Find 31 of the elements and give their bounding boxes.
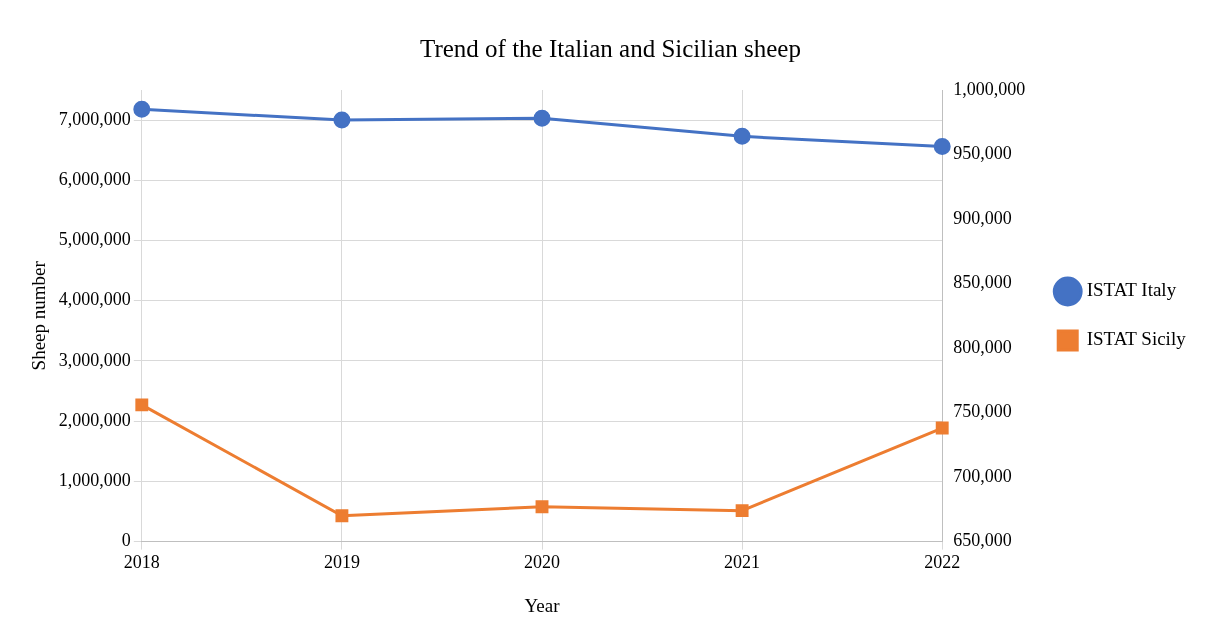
point (535, 500, 549, 514)
x-axis-title: Year (524, 594, 561, 616)
y-tick-label: 3,000,000 (58, 349, 131, 370)
point (335, 509, 349, 523)
y2-tick-label: 950,000 (953, 143, 1012, 164)
y2-tick-label: 900,000 (953, 207, 1012, 228)
x-tick-label: 2018 (123, 552, 160, 573)
x-tick-label: 2022 (924, 552, 961, 573)
legend-label: ISTAT Italy (1086, 279, 1177, 301)
y-tick-label: 0 (121, 530, 131, 551)
point (935, 421, 949, 435)
x-tick-label: 2019 (323, 552, 360, 573)
y2-tick-label: 850,000 (953, 272, 1012, 293)
y2-tick-label: 750,000 (953, 401, 1012, 422)
y2-tick-label: 1,000,000 (953, 78, 1026, 99)
y-tick-label: 7,000,000 (58, 108, 131, 129)
x-tick-label: 2020 (524, 552, 561, 573)
y-tick-label: 1,000,000 (58, 470, 131, 491)
y2-tick-label: 800,000 (953, 336, 1012, 357)
y2-tick-label: 650,000 (953, 530, 1012, 551)
y-tick-label: 6,000,000 (58, 169, 131, 190)
y-tick-label: 4,000,000 (58, 289, 131, 310)
x-tick-label: 2021 (724, 552, 761, 573)
point (735, 504, 749, 518)
y-tick-label: 5,000,000 (58, 229, 131, 250)
y2-tick-label: 700,000 (953, 465, 1012, 486)
y-tick-label: 2,000,000 (58, 409, 131, 430)
point (135, 398, 149, 412)
legend-label: ISTAT Sicily (1086, 328, 1187, 350)
chart-title: Trend of the Italian and Sicilian sheep (420, 34, 801, 62)
y-axis-title: Sheep number (28, 260, 50, 371)
